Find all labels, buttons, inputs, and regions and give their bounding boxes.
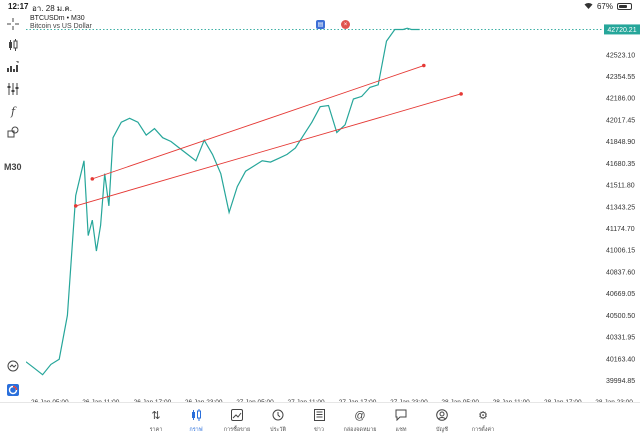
nav-label: แชท (395, 427, 407, 433)
left-toolbar: f M30 (0, 14, 26, 410)
battery-percent: 67% (596, 2, 613, 11)
y-tick-label: 41511.80 (606, 183, 635, 190)
news-icon (299, 409, 339, 423)
y-tick-label: 40669.05 (606, 291, 635, 298)
channel-anchor-point[interactable] (459, 92, 463, 96)
candles-icon[interactable] (5, 37, 21, 53)
mailbox-icon: @ (354, 410, 366, 422)
battery-icon (617, 3, 632, 10)
y-tick-label: 42186.00 (606, 96, 635, 103)
status-indicators: 67% (584, 2, 632, 11)
nav-trade[interactable]: การซื้อขาย (217, 409, 257, 434)
symbol-timeframe: M30 (70, 15, 85, 22)
timeframe-label[interactable]: M30 (4, 162, 22, 172)
chart-icon (176, 409, 216, 423)
channel-line-2[interactable] (75, 93, 462, 207)
y-tick-label: 40837.60 (606, 269, 635, 276)
account-icon (422, 409, 462, 423)
nav-label: การตั้งค่า (471, 427, 495, 433)
bottom-nav: ⇅ ราคา กราฟ การซื้อขาย ประวัติ ข่าว @ กล… (0, 402, 640, 447)
y-tick-label: 41006.15 (606, 248, 635, 255)
function-icon[interactable]: f (10, 104, 16, 118)
nav-chat[interactable]: แชท (381, 409, 421, 434)
crosshair-icon[interactable] (5, 16, 21, 32)
y-tick-label: 41848.90 (606, 139, 635, 146)
nav-label: ราคา (149, 427, 163, 433)
y-tick-label: 41343.25 (606, 204, 635, 211)
symbol-name: BTCUSDm (30, 15, 65, 22)
y-tick-label: 40331.95 (606, 335, 635, 342)
price-chart[interactable]: 42523.10 42354.55 42186.00 42017.45 41848.90… (25, 14, 640, 410)
nav-label: กล่องจดหมาย (343, 427, 377, 433)
nav-chart[interactable]: กราฟ (176, 409, 216, 434)
y-tick-label: 41680.35 (606, 161, 635, 168)
objects-icon[interactable] (5, 124, 21, 140)
trade-panel-icon[interactable]: ▤ (316, 20, 325, 29)
channel-line-1[interactable] (92, 65, 424, 180)
indicator-icon[interactable] (5, 59, 21, 75)
trade-icon (217, 409, 257, 423)
status-bar: 12:17 อา. 28 ม.ค. 67% (0, 0, 640, 14)
separator-dot: • (66, 15, 70, 22)
price-series-line (25, 27, 420, 376)
current-price-tag: 42720.21 (604, 24, 640, 35)
nav-news[interactable]: ข่าว (299, 409, 339, 434)
symbol-description: Bitcoin vs US Dollar (30, 23, 92, 30)
y-tick-label: 39994.85 (606, 378, 635, 385)
nav-label: ข่าว (314, 427, 324, 433)
current-price-label: 42720.21 (607, 27, 636, 34)
y-tick-label: 41174.70 (606, 226, 635, 233)
nav-history[interactable]: ประวัติ (258, 409, 298, 434)
overlay-controls: ▤ × (316, 20, 350, 29)
y-tick-label: 40163.40 (606, 356, 635, 363)
status-time: 12:17 (8, 2, 29, 11)
nav-label: การซื้อขาย (223, 427, 251, 433)
instrument-header: BTCUSDm • M30 (30, 15, 85, 22)
channel-anchor-point[interactable] (73, 204, 78, 208)
settings-sliders-icon[interactable] (5, 81, 21, 97)
y-tick-label: 40500.50 (606, 313, 635, 320)
history-icon (258, 409, 298, 423)
nav-label: บัญชี (436, 427, 448, 433)
nav-settings[interactable]: ⚙ การตั้งค่า (463, 409, 503, 434)
quotes-icon: ⇅ (151, 410, 161, 422)
y-tick-label: 42354.55 (606, 74, 635, 81)
nav-label: กราฟ (189, 427, 203, 433)
status-date: อา. 28 ม.ค. (32, 4, 72, 13)
logo-icon (5, 382, 21, 398)
nav-label: ประวัติ (269, 427, 287, 433)
nav-mailbox[interactable]: @ กล่องจดหมาย (340, 409, 380, 434)
y-tick-label: 42523.10 (606, 52, 635, 59)
settings-icon: ⚙ (478, 410, 488, 422)
close-icon[interactable]: × (341, 20, 350, 29)
wifi-icon (584, 2, 593, 11)
chat-icon (381, 409, 421, 423)
nav-account[interactable]: บัญชี (422, 409, 462, 434)
zoom-icon[interactable] (5, 358, 21, 374)
nav-quotes[interactable]: ⇅ ราคา (136, 409, 176, 434)
channel-anchor-point[interactable] (422, 63, 426, 68)
y-tick-label: 42017.45 (606, 117, 635, 124)
chart-area[interactable]: BTCUSDm • M30 Bitcoin vs US Dollar ▤ × 4… (25, 14, 640, 410)
channel-anchor-point[interactable] (90, 177, 95, 181)
